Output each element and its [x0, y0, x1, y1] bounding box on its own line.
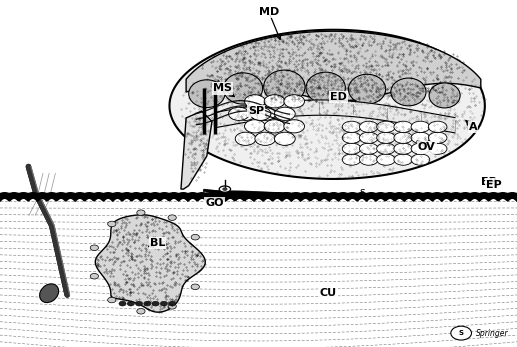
- Ellipse shape: [359, 154, 378, 165]
- Ellipse shape: [255, 132, 276, 145]
- Ellipse shape: [250, 107, 271, 120]
- Text: EP: EP: [486, 180, 501, 189]
- Ellipse shape: [411, 132, 430, 143]
- Circle shape: [152, 301, 159, 306]
- Text: $\delta$: $\delta$: [358, 187, 366, 199]
- Ellipse shape: [342, 132, 361, 143]
- Text: CU: CU: [320, 288, 337, 298]
- Ellipse shape: [264, 70, 305, 103]
- Ellipse shape: [359, 132, 378, 143]
- Ellipse shape: [429, 83, 460, 108]
- Ellipse shape: [377, 143, 396, 154]
- Text: MD: MD: [258, 7, 279, 17]
- Ellipse shape: [306, 72, 345, 103]
- Ellipse shape: [342, 121, 361, 133]
- Ellipse shape: [411, 143, 430, 154]
- Text: BL: BL: [150, 238, 165, 248]
- Ellipse shape: [394, 154, 413, 165]
- Text: S: S: [459, 330, 464, 336]
- Ellipse shape: [429, 121, 447, 133]
- Ellipse shape: [284, 120, 305, 133]
- Ellipse shape: [377, 121, 396, 133]
- Ellipse shape: [342, 143, 361, 154]
- Ellipse shape: [235, 107, 256, 120]
- Circle shape: [135, 301, 143, 306]
- Circle shape: [90, 245, 98, 251]
- Circle shape: [169, 301, 176, 306]
- Ellipse shape: [391, 78, 426, 106]
- Circle shape: [108, 297, 116, 303]
- Circle shape: [451, 326, 472, 340]
- Ellipse shape: [245, 120, 265, 133]
- Circle shape: [127, 301, 134, 306]
- Circle shape: [137, 210, 145, 215]
- Ellipse shape: [275, 107, 295, 120]
- Ellipse shape: [394, 132, 413, 143]
- Polygon shape: [181, 111, 212, 189]
- Ellipse shape: [359, 143, 378, 154]
- Circle shape: [191, 284, 200, 290]
- Circle shape: [222, 187, 227, 191]
- Polygon shape: [186, 31, 481, 101]
- Ellipse shape: [429, 132, 447, 143]
- Ellipse shape: [264, 95, 285, 108]
- Text: OV: OV: [418, 143, 435, 152]
- Ellipse shape: [411, 121, 430, 133]
- Text: SP: SP: [248, 106, 264, 116]
- Circle shape: [108, 221, 116, 227]
- Ellipse shape: [223, 73, 263, 104]
- Ellipse shape: [275, 132, 295, 145]
- Ellipse shape: [255, 107, 276, 120]
- Ellipse shape: [264, 120, 285, 133]
- Text: ED: ED: [330, 92, 347, 102]
- Ellipse shape: [235, 132, 256, 145]
- Ellipse shape: [394, 143, 413, 154]
- Ellipse shape: [219, 186, 231, 192]
- Ellipse shape: [40, 284, 58, 303]
- Circle shape: [168, 304, 176, 309]
- Polygon shape: [170, 30, 485, 179]
- Ellipse shape: [429, 143, 447, 154]
- Ellipse shape: [359, 121, 378, 133]
- Circle shape: [137, 308, 145, 314]
- Ellipse shape: [284, 95, 305, 108]
- Text: A: A: [469, 122, 477, 132]
- Circle shape: [119, 301, 126, 306]
- Ellipse shape: [342, 154, 361, 165]
- Text: Springer: Springer: [476, 329, 508, 338]
- Polygon shape: [95, 215, 205, 312]
- Ellipse shape: [348, 74, 386, 104]
- Circle shape: [160, 301, 168, 306]
- Ellipse shape: [411, 154, 430, 165]
- Text: MS: MS: [213, 84, 232, 93]
- Circle shape: [168, 215, 176, 220]
- Ellipse shape: [189, 80, 225, 108]
- Ellipse shape: [394, 121, 413, 133]
- Ellipse shape: [377, 154, 396, 165]
- Circle shape: [191, 235, 200, 240]
- Circle shape: [90, 273, 98, 279]
- Text: EP: EP: [481, 177, 496, 187]
- Circle shape: [144, 301, 151, 306]
- Text: GO: GO: [205, 198, 224, 208]
- Ellipse shape: [245, 95, 265, 108]
- Ellipse shape: [377, 132, 396, 143]
- Ellipse shape: [229, 107, 249, 120]
